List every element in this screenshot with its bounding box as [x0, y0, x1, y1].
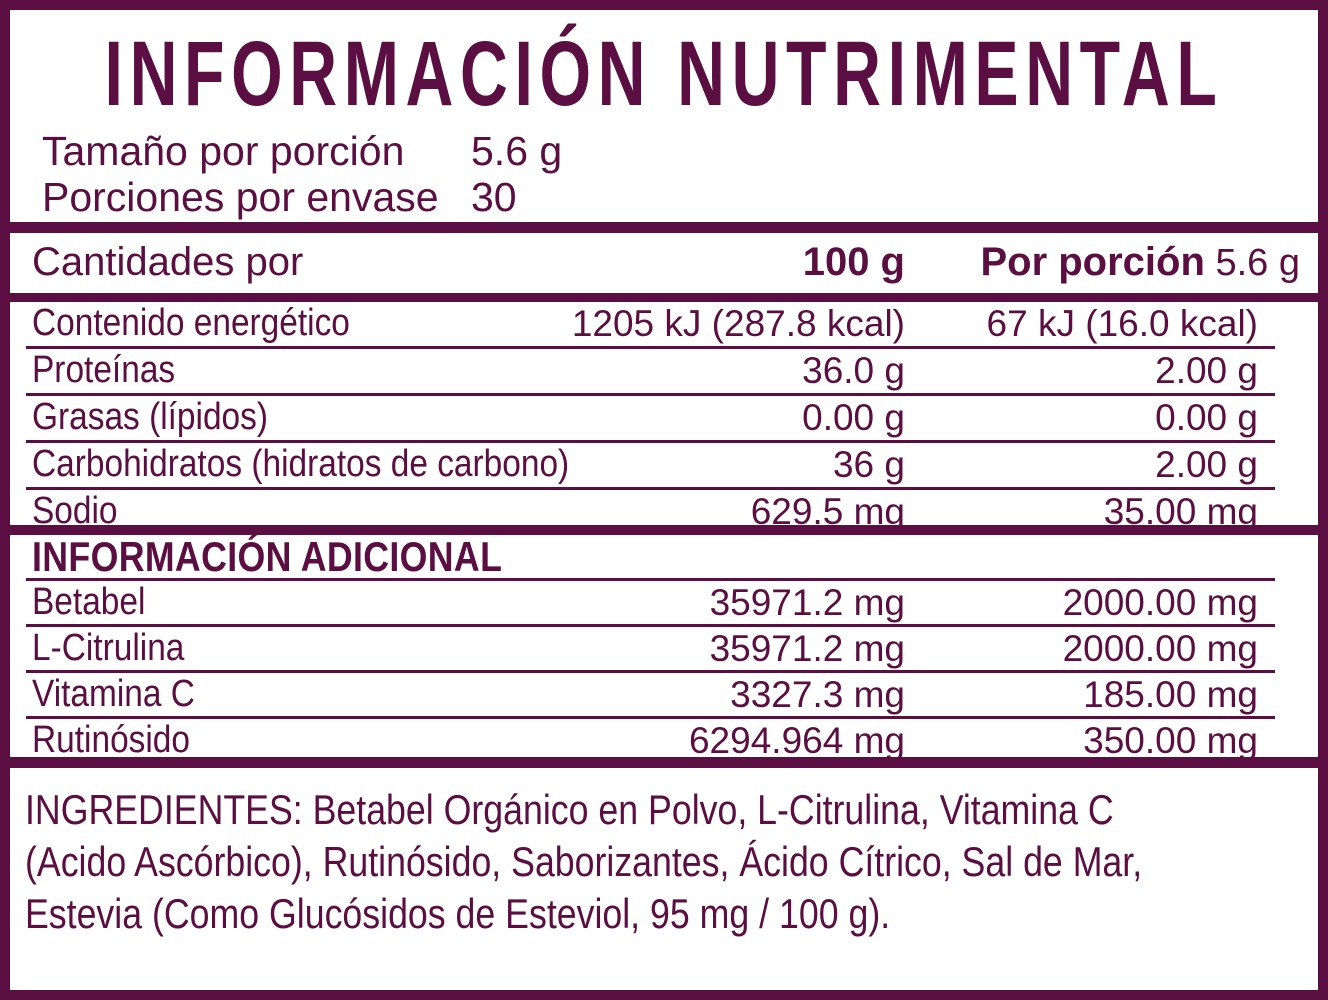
ingredients-paragraph: INGREDIENTES: Betabel Orgánico en Polvo,…: [25, 784, 1283, 940]
table-row-betabel: Betabel 35971.2 mg 2000.00 mg: [10, 581, 1318, 624]
row-value-portion: 2.00 g: [1155, 349, 1258, 391]
servings-per-container-row: Porciones por envase 30: [42, 174, 1318, 220]
row-label: Vitamina C: [32, 673, 195, 716]
row-label: Contenido energético: [32, 302, 350, 345]
serving-size-label: Tamaño por porción: [42, 128, 405, 174]
row-divider: [26, 578, 1275, 582]
row-label: Sodio: [32, 490, 118, 525]
row-label: Grasas (lípidos): [32, 396, 269, 439]
table-row-rutinosido: Rutinósido 6294.964 mg 350.00 mg: [10, 719, 1318, 757]
serving-size-value: 5.6 g: [471, 128, 563, 174]
row-divider: [26, 716, 1275, 720]
row-value-100g: 36.0 g: [802, 349, 905, 391]
row-label: Proteínas: [32, 349, 176, 392]
row-value-portion: 2.00 g: [1155, 443, 1258, 485]
portion-header-value: 5.6 g: [1215, 242, 1300, 285]
table-row-sodium: Sodio 629.5 mg 35.00 mg: [10, 490, 1318, 525]
serving-size-row: Tamaño por porción 5.6 g: [42, 128, 1318, 174]
table-row-fat: Grasas (lípidos) 0.00 g 0.00 g: [10, 396, 1318, 440]
row-value-portion: 0.00 g: [1155, 396, 1258, 438]
row-value-portion: 35.00 mg: [1103, 490, 1258, 525]
ingredients-line: (Acido Ascórbico), Rutinósido, Saborizan…: [25, 837, 1143, 885]
row-value-100g: 35971.2 mg: [709, 581, 905, 623]
row-label: Betabel: [32, 581, 146, 624]
row-value-100g: 0.00 g: [802, 396, 905, 438]
table-row-citrulina: L-Citrulina 35971.2 mg 2000.00 mg: [10, 627, 1318, 670]
table-row-energy: Contenido energético 1205 kJ (287.8 kcal…: [10, 302, 1318, 346]
header-section: INFORMACIÓN NUTRIMENTAL Tamaño por porci…: [10, 10, 1318, 222]
row-label: Carbohidratos (hidratos de carbono): [32, 443, 570, 486]
row-value-100g: 35971.2 mg: [709, 627, 905, 669]
row-value-100g: 1205 kJ (287.8 kcal): [571, 302, 905, 344]
row-divider: [26, 624, 1275, 628]
table-row-carbs: Carbohidratos (hidratos de carbono) 36 g…: [10, 443, 1318, 487]
page-title: INFORMACIÓN NUTRIMENTAL: [104, 23, 1224, 125]
additional-heading-row: INFORMACIÓN ADICIONAL: [10, 535, 1318, 580]
column-header-portion: Por porción 5.6 g: [905, 240, 1318, 285]
additional-heading: INFORMACIÓN ADICIONAL: [32, 535, 503, 580]
row-divider: [26, 392, 1275, 396]
row-divider: [26, 345, 1275, 349]
ingredients-line: Estevia (Como Glucósidos de Esteviol, 95…: [25, 889, 891, 937]
servings-per-container-value: 30: [471, 174, 517, 220]
nutrition-table-section: Cantidades por 100 g Por porción 5.6 g C…: [10, 232, 1318, 525]
ingredients-line: INGREDIENTES: Betabel Orgánico en Polvo,…: [25, 785, 1114, 833]
row-value-portion: 350.00 mg: [1083, 719, 1258, 758]
amounts-per-label: Cantidades por: [32, 240, 304, 285]
servings-per-container-label: Porciones por envase: [42, 174, 439, 220]
row-value-portion: 2000.00 mg: [1062, 627, 1258, 669]
row-divider: [26, 486, 1275, 490]
row-value-portion: 185.00 mg: [1083, 673, 1258, 715]
title-row: INFORMACIÓN NUTRIMENTAL: [10, 24, 1318, 124]
table-header-row: Cantidades por 100 g Por porción 5.6 g: [10, 233, 1318, 293]
table-row-vitamina-c: Vitamina C 3327.3 mg 185.00 mg: [10, 673, 1318, 716]
ingredients-section: INGREDIENTES: Betabel Orgánico en Polvo,…: [10, 767, 1318, 990]
row-value-portion: 2000.00 mg: [1062, 581, 1258, 623]
row-label: Rutinósido: [32, 719, 191, 758]
row-value-100g: 36 g: [832, 443, 905, 485]
portion-header-bold: Por porción: [980, 240, 1205, 285]
row-label: L-Citrulina: [32, 627, 185, 670]
row-value-100g: 6294.964 mg: [688, 719, 905, 758]
row-divider: [26, 670, 1275, 674]
additional-info-section: INFORMACIÓN ADICIONAL Betabel 35971.2 mg…: [10, 535, 1318, 758]
serving-info: Tamaño por porción 5.6 g Porciones por e…: [42, 128, 1318, 220]
row-value-100g: 629.5 mg: [750, 490, 905, 525]
row-divider: [26, 439, 1275, 443]
row-value-100g: 3327.3 mg: [730, 673, 905, 715]
column-header-100g: 100 g: [802, 240, 905, 285]
thick-divider: [10, 292, 1318, 302]
row-value-portion: 67 kJ (16.0 kcal): [986, 302, 1258, 344]
table-row-protein: Proteínas 36.0 g 2.00 g: [10, 349, 1318, 393]
